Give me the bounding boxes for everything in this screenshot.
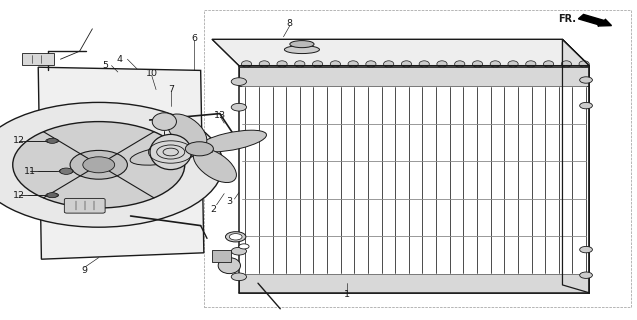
Text: 12: 12 bbox=[13, 136, 25, 145]
Polygon shape bbox=[212, 39, 589, 66]
Polygon shape bbox=[562, 39, 589, 293]
Polygon shape bbox=[212, 250, 231, 262]
Text: 13: 13 bbox=[214, 111, 227, 120]
Ellipse shape bbox=[437, 61, 447, 67]
Text: 7: 7 bbox=[168, 85, 174, 94]
FancyBboxPatch shape bbox=[64, 198, 105, 213]
Ellipse shape bbox=[290, 41, 314, 48]
Circle shape bbox=[580, 246, 592, 253]
Ellipse shape bbox=[526, 61, 536, 67]
Circle shape bbox=[580, 77, 592, 83]
Circle shape bbox=[0, 102, 223, 227]
Text: 1: 1 bbox=[344, 290, 350, 299]
Polygon shape bbox=[239, 66, 589, 293]
Text: 3: 3 bbox=[226, 197, 233, 206]
Text: 11: 11 bbox=[24, 167, 36, 176]
Ellipse shape bbox=[59, 169, 73, 174]
Ellipse shape bbox=[167, 114, 207, 149]
Ellipse shape bbox=[150, 134, 191, 170]
Ellipse shape bbox=[130, 145, 200, 165]
Ellipse shape bbox=[46, 193, 59, 197]
Ellipse shape bbox=[508, 61, 518, 67]
Polygon shape bbox=[38, 67, 204, 259]
Ellipse shape bbox=[218, 258, 241, 274]
Text: 6: 6 bbox=[191, 34, 197, 43]
Ellipse shape bbox=[241, 61, 252, 67]
Ellipse shape bbox=[330, 61, 340, 67]
Ellipse shape bbox=[561, 61, 571, 67]
Circle shape bbox=[580, 102, 592, 109]
Circle shape bbox=[225, 232, 246, 242]
Polygon shape bbox=[239, 67, 589, 86]
Circle shape bbox=[47, 138, 57, 143]
Ellipse shape bbox=[473, 61, 483, 67]
Bar bbox=[204, 10, 631, 307]
Ellipse shape bbox=[455, 61, 465, 67]
Ellipse shape bbox=[383, 61, 394, 67]
Ellipse shape bbox=[199, 130, 266, 152]
Circle shape bbox=[580, 272, 592, 278]
Ellipse shape bbox=[543, 61, 554, 67]
Text: 8: 8 bbox=[287, 20, 293, 28]
Circle shape bbox=[185, 142, 213, 156]
Circle shape bbox=[47, 193, 57, 198]
Ellipse shape bbox=[295, 61, 305, 67]
Circle shape bbox=[231, 273, 247, 281]
Ellipse shape bbox=[490, 61, 501, 67]
Polygon shape bbox=[239, 274, 589, 293]
FancyArrow shape bbox=[578, 14, 612, 26]
Ellipse shape bbox=[193, 148, 236, 182]
Circle shape bbox=[229, 234, 242, 240]
Ellipse shape bbox=[152, 113, 176, 131]
Circle shape bbox=[239, 244, 249, 249]
Ellipse shape bbox=[366, 61, 376, 67]
Ellipse shape bbox=[419, 61, 429, 67]
Ellipse shape bbox=[277, 61, 287, 67]
Circle shape bbox=[70, 150, 127, 179]
Ellipse shape bbox=[259, 61, 269, 67]
Text: 10: 10 bbox=[146, 69, 157, 78]
Ellipse shape bbox=[284, 45, 320, 53]
Circle shape bbox=[231, 78, 247, 85]
Circle shape bbox=[83, 157, 115, 173]
Text: 5: 5 bbox=[102, 61, 108, 70]
Ellipse shape bbox=[579, 61, 589, 67]
Ellipse shape bbox=[401, 61, 412, 67]
Circle shape bbox=[13, 122, 185, 208]
Text: 4: 4 bbox=[117, 55, 123, 64]
Text: FR.: FR. bbox=[559, 14, 576, 24]
Text: 2: 2 bbox=[210, 205, 217, 214]
Ellipse shape bbox=[313, 61, 323, 67]
Ellipse shape bbox=[348, 61, 358, 67]
Bar bbox=[22, 53, 54, 65]
Text: 9: 9 bbox=[82, 266, 88, 275]
Circle shape bbox=[60, 168, 73, 174]
Text: 12: 12 bbox=[13, 191, 25, 200]
Circle shape bbox=[231, 247, 247, 255]
Ellipse shape bbox=[46, 139, 59, 143]
Circle shape bbox=[231, 103, 247, 111]
